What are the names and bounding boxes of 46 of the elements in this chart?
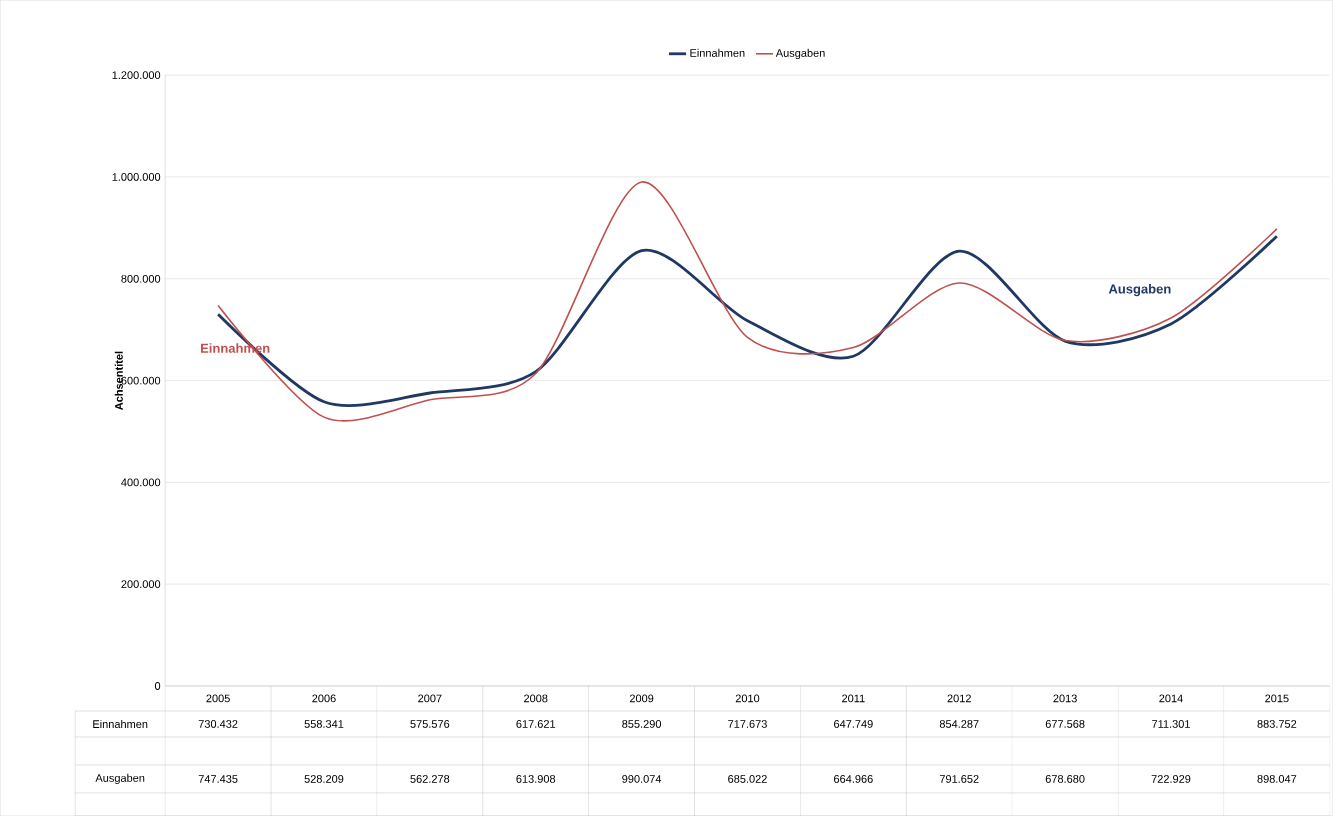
annotation: Ausgaben (1108, 283, 1171, 297)
data-label: 730.432 (198, 720, 238, 728)
x-tick-label: 2012 (947, 694, 971, 703)
x-tick-label: 2015 (1265, 694, 1289, 703)
data-label: 722.929 (1151, 775, 1191, 783)
x-tick-label: 2013 (1053, 694, 1077, 703)
y-tick-label: 800.000 (121, 274, 161, 283)
legend-label: Ausgaben (775, 48, 825, 60)
data-label: 717.673 (728, 720, 767, 728)
y-tick-label: 1.200.000 (112, 71, 161, 79)
data-label: 575.576 (410, 720, 450, 728)
y-tick-label: 200.000 (121, 580, 161, 589)
data-label: 990.074 (622, 775, 662, 783)
data-label: 678.680 (1045, 775, 1085, 783)
data-label: 677.568 (1045, 720, 1085, 728)
data-label: 854.287 (939, 720, 979, 728)
data-label: 613.908 (516, 775, 556, 783)
data-label: 685.022 (728, 775, 767, 783)
x-tick-label: 2009 (629, 694, 654, 703)
data-label: 883.752 (1257, 720, 1297, 728)
data-label: 711.301 (1152, 720, 1190, 728)
data-label: 617.621 (516, 720, 556, 728)
text: Einnahmen (93, 719, 148, 728)
x-tick-label: 2014 (1159, 694, 1183, 703)
y-tick-label: 1.000.000 (112, 173, 161, 181)
x-tick-label: 2006 (312, 694, 336, 703)
x-tick-label: 2007 (418, 694, 442, 703)
data-label: 562.278 (410, 775, 450, 783)
data-label: 558.341 (304, 720, 344, 728)
data-label: 855.290 (622, 720, 662, 728)
x-tick-label: 2011 (842, 694, 865, 703)
y-tick-label: 400.000 (121, 478, 161, 487)
data-label: 528.209 (304, 775, 344, 783)
x-tick-label: 2005 (206, 694, 230, 703)
x-tick-label: 2008 (524, 694, 548, 703)
data-label: 791.652 (939, 775, 979, 783)
data-label: 898.047 (1257, 775, 1297, 783)
data-label: 664.966 (834, 775, 873, 783)
y-tick-label: 600.000 (121, 376, 161, 385)
x-tick-label: 2010 (735, 694, 760, 703)
text: Ausgaben (95, 773, 145, 785)
y-tick-label: 0 (154, 682, 161, 690)
data-label: 647.749 (834, 720, 873, 728)
y-axis-title: Achsentitel (114, 351, 123, 410)
legend-label: Einnahmen (690, 48, 745, 57)
data-label: 747.435 (198, 775, 238, 783)
